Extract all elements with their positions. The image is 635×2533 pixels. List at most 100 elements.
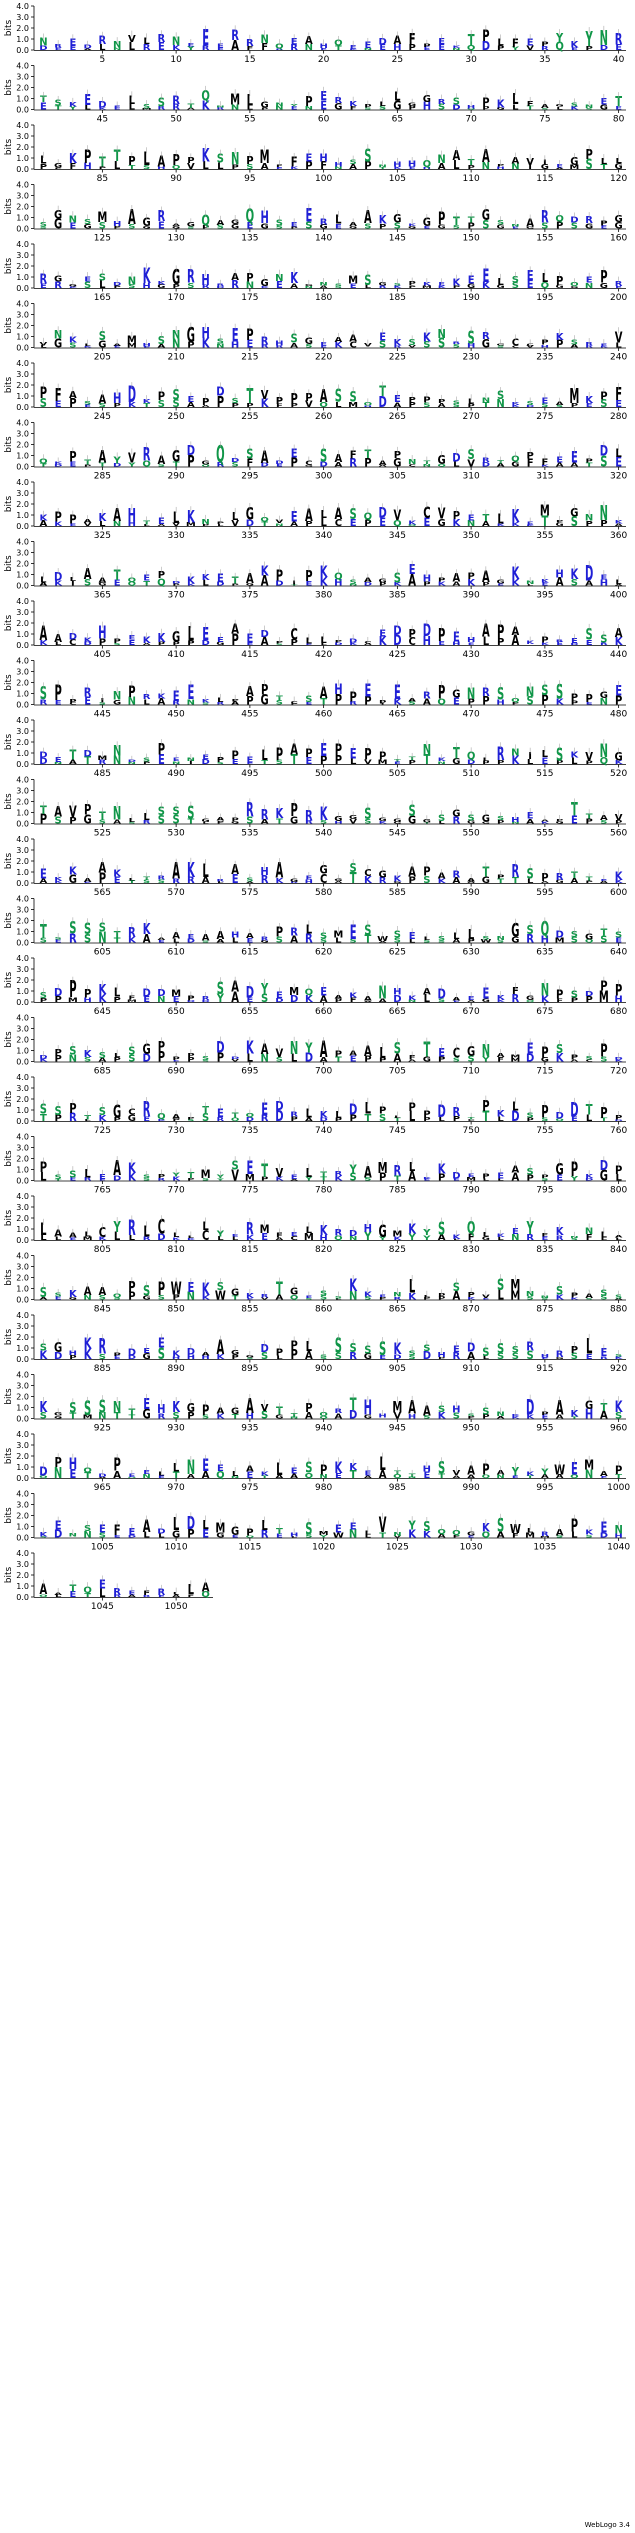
- logo-letter: S: [128, 1045, 135, 1058]
- logo-letter: L: [261, 1518, 268, 1534]
- logo-letter: Y: [555, 31, 563, 45]
- logo-letter: P: [585, 818, 592, 826]
- logo-letter: G: [482, 875, 490, 885]
- logo-letter: R: [158, 33, 166, 45]
- position-label: 485: [94, 769, 111, 779]
- logo-letter: G: [615, 750, 623, 764]
- logo-letter: R: [290, 1111, 298, 1119]
- logo-letter: F: [527, 100, 534, 108]
- logo-letter: M: [245, 1173, 255, 1183]
- logo-letter: L: [497, 511, 504, 527]
- logo-letter: R: [453, 1351, 461, 1362]
- logo-letter: D: [452, 104, 460, 112]
- logo-letter: Q: [39, 1475, 48, 1479]
- logo-letter: D: [393, 994, 401, 1005]
- y-tick-label: 2.0: [16, 143, 29, 152]
- logo-letter: S: [128, 1054, 135, 1065]
- logo-letter: I: [543, 158, 547, 165]
- logo-letter: D: [83, 641, 91, 646]
- logo-letter: E: [143, 575, 150, 584]
- logo-letter: Y: [215, 1174, 224, 1180]
- logo-letter: A: [453, 877, 461, 886]
- logo-letter: T: [482, 401, 489, 409]
- logo-letter: V: [261, 1297, 269, 1300]
- logo-letter: S: [571, 514, 578, 530]
- logo-letter: P: [497, 637, 504, 648]
- logo-letter: P: [556, 274, 563, 288]
- position-label: 25: [392, 55, 403, 65]
- logo-letter: L: [217, 524, 224, 527]
- logo-letter: H: [423, 166, 431, 170]
- logo-letter: E: [114, 875, 121, 886]
- logo-letter: G: [54, 274, 62, 284]
- y-tick-label: 3.0: [16, 608, 29, 617]
- logo-letter: L: [188, 623, 194, 646]
- logo-letter: E: [615, 454, 622, 470]
- logo-letter: G: [600, 103, 608, 111]
- logo-letter: N: [113, 753, 121, 767]
- logo-letter: R: [482, 686, 490, 699]
- logo-letter: T: [69, 1412, 77, 1421]
- y-tick-label: 4.0: [16, 1430, 29, 1439]
- logo-letter: T: [320, 1171, 327, 1179]
- logo-letter: G: [172, 1529, 180, 1540]
- logo-letter: A: [453, 148, 461, 164]
- logo-letter: P: [290, 391, 297, 407]
- logo-letter: E: [276, 1533, 283, 1539]
- logo-letter: A: [246, 881, 254, 883]
- logo-letter: T: [453, 744, 460, 763]
- logo-letter: R: [113, 1587, 121, 1598]
- logo-letter: H: [496, 699, 504, 707]
- logo-letter: L: [409, 1275, 416, 1297]
- logo-letter: A: [217, 1407, 226, 1416]
- logo-letter: S: [276, 758, 283, 765]
- logo-letter: D: [128, 1355, 137, 1361]
- y-tick-label: 0.0: [16, 1593, 29, 1602]
- logo-letter: E: [497, 583, 504, 586]
- logo-letter: T: [423, 822, 430, 824]
- logo-letter: K: [585, 1529, 593, 1537]
- logo-letter: G: [585, 223, 593, 231]
- logo-letter: A: [408, 572, 416, 590]
- logo-letter: S: [99, 403, 107, 409]
- logo-letter: W: [215, 1287, 226, 1303]
- logo-letter: S: [55, 1173, 62, 1180]
- logo-letter: N: [600, 501, 608, 525]
- logo-letter: S: [423, 875, 430, 886]
- logo-letter: S: [527, 1167, 534, 1177]
- logo-letter: V: [615, 329, 623, 347]
- logo-letter: P: [217, 521, 225, 525]
- logo-letter: F: [246, 457, 253, 470]
- position-label: 160: [610, 234, 627, 244]
- logo-letter: P: [40, 996, 47, 1003]
- logo-letter: E: [305, 204, 312, 226]
- logo-letter: Q: [142, 460, 151, 469]
- position-label: 510: [463, 769, 480, 779]
- logo-letter: F: [409, 1054, 416, 1061]
- logo-letter: T: [394, 1175, 401, 1183]
- logo-letter: G: [320, 223, 329, 230]
- logo-letter: G: [246, 505, 254, 524]
- logo-letter: E: [335, 1523, 342, 1535]
- logo-letter: A: [54, 804, 62, 820]
- logo-letter: P: [290, 801, 297, 821]
- position-label: 700: [315, 1067, 332, 1077]
- logo-letter: G: [556, 820, 564, 824]
- logo-letter: L: [512, 104, 519, 112]
- logo-letter: R: [261, 1529, 269, 1540]
- logo-letter: E: [305, 701, 312, 705]
- logo-letter: T: [409, 1473, 417, 1478]
- logo-letter: Q: [541, 282, 550, 291]
- logo-letter: N: [157, 995, 165, 1005]
- logo-letter: K: [526, 640, 535, 645]
- logo-letter: L: [615, 578, 622, 585]
- logo-letter: C: [320, 871, 327, 887]
- position-label: 500: [315, 769, 332, 779]
- logo-letter: H: [364, 405, 372, 407]
- logo-letter: E: [586, 701, 593, 705]
- y-tick-label: 1.0: [16, 392, 29, 401]
- logo-letter: A: [290, 341, 298, 349]
- logo-letter: P: [246, 1528, 253, 1539]
